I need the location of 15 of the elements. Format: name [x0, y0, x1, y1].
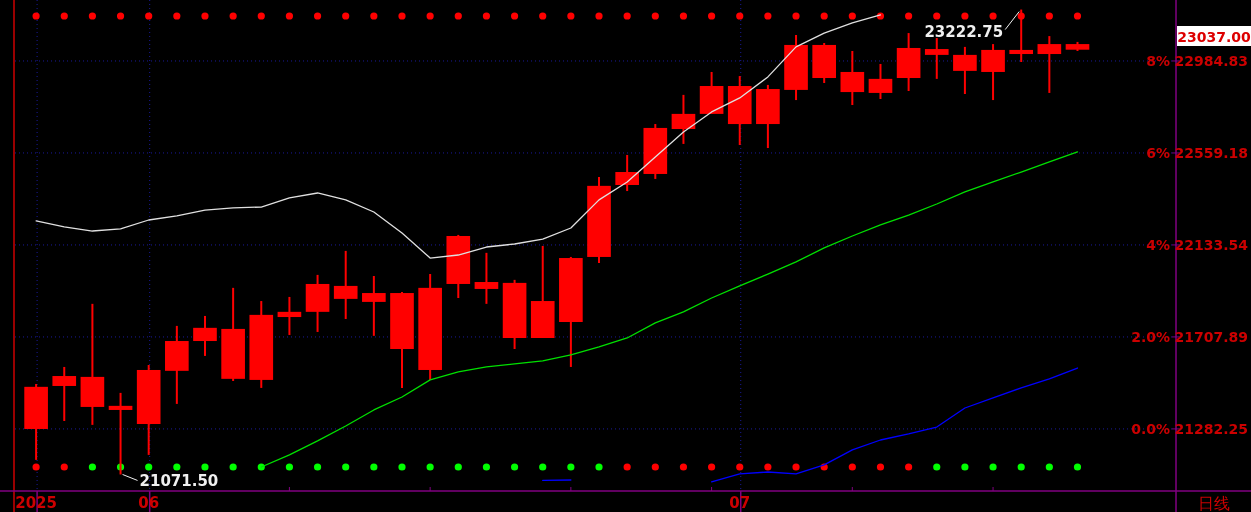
y-tick-label: 22984.83	[1174, 52, 1248, 69]
y2-tick-label: 4%	[1146, 236, 1170, 253]
y-tick-label: 21282.25	[1174, 420, 1248, 437]
annotation: 21071.50	[139, 472, 219, 491]
x-tick-label: 2025	[15, 494, 57, 512]
y-tick-label: 22559.18	[1174, 144, 1248, 161]
y2-tick-label: 6%	[1146, 144, 1170, 161]
annotation: 23037.00	[1177, 26, 1251, 46]
y-tick-label: 22133.54	[1174, 236, 1249, 253]
y-tick-label: 21707.89	[1174, 328, 1248, 345]
annotation: 日线	[1197, 494, 1230, 512]
annotation: 23222.75	[924, 22, 1004, 41]
y2-tick-label: 2.0%	[1131, 328, 1170, 345]
y2-tick-label: 0.0%	[1131, 420, 1170, 437]
y2-tick-label: 8%	[1146, 52, 1170, 69]
